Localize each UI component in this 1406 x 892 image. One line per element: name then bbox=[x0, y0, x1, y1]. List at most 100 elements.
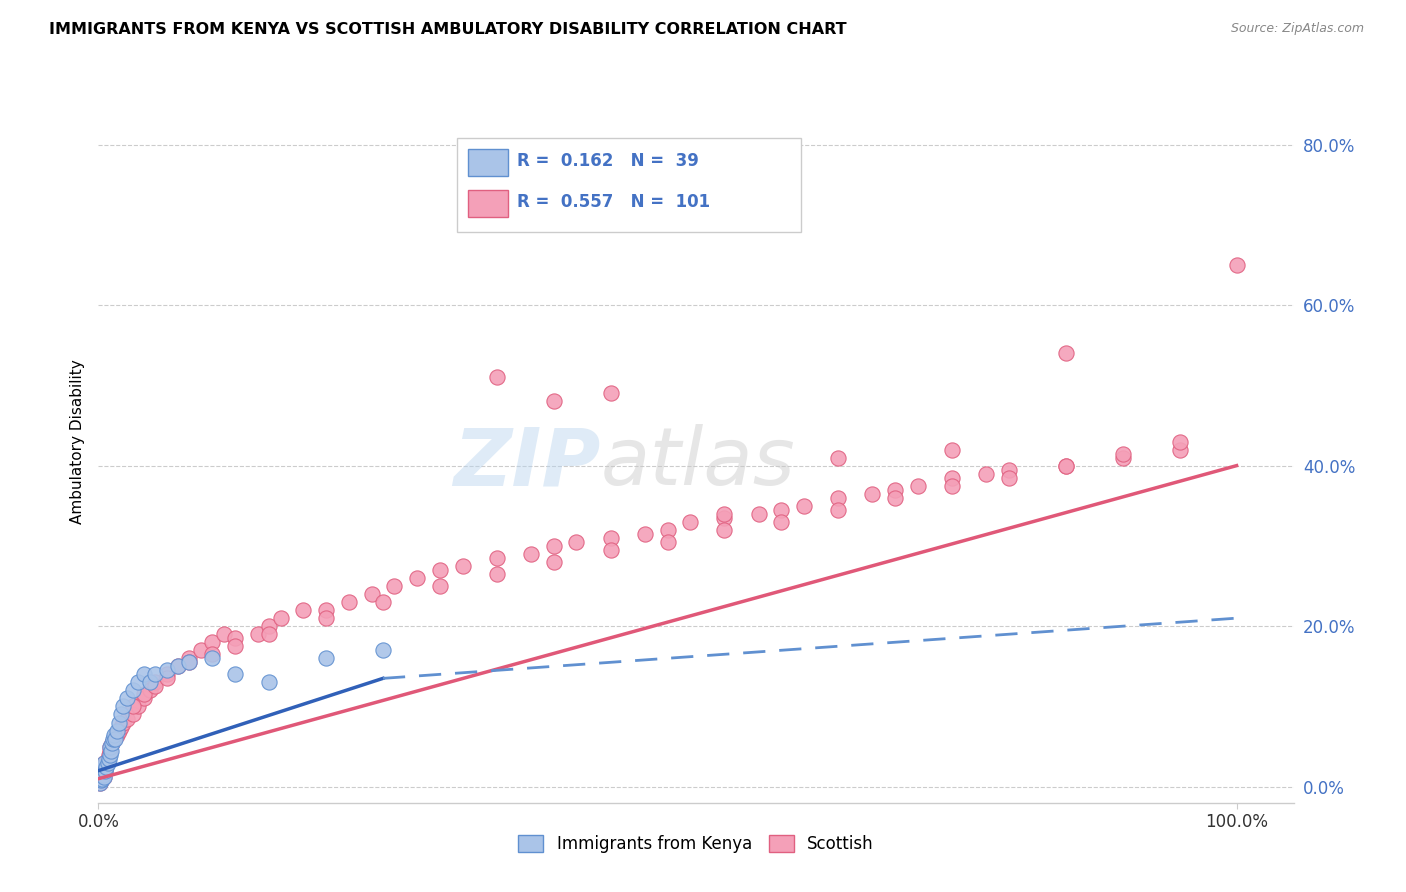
Point bbox=[89, 776, 111, 790]
Point bbox=[1168, 442, 1191, 457]
Point bbox=[1112, 446, 1135, 460]
Point bbox=[96, 756, 118, 770]
Point bbox=[224, 667, 246, 681]
Point bbox=[138, 675, 160, 690]
Point bbox=[143, 675, 166, 690]
Point bbox=[98, 744, 121, 758]
Point bbox=[860, 487, 883, 501]
Point bbox=[98, 739, 121, 754]
Point bbox=[179, 655, 201, 669]
Point bbox=[827, 502, 849, 516]
Point bbox=[115, 691, 138, 706]
Point bbox=[96, 760, 118, 774]
Point bbox=[132, 691, 155, 706]
Point bbox=[451, 558, 474, 573]
Point bbox=[90, 764, 112, 778]
Point bbox=[599, 542, 621, 557]
Point bbox=[382, 579, 405, 593]
Point bbox=[138, 683, 160, 698]
Point bbox=[105, 728, 128, 742]
Point bbox=[96, 751, 118, 765]
Point bbox=[156, 671, 179, 685]
Point bbox=[1054, 458, 1077, 473]
Point bbox=[121, 683, 143, 698]
Point bbox=[143, 680, 166, 694]
Point bbox=[90, 767, 112, 781]
Point bbox=[156, 667, 179, 681]
Point bbox=[156, 664, 179, 678]
Point bbox=[91, 760, 114, 774]
Point bbox=[91, 767, 114, 781]
Point bbox=[97, 751, 120, 765]
Y-axis label: Ambulatory Disability: Ambulatory Disability bbox=[69, 359, 84, 524]
Point bbox=[212, 627, 235, 641]
Text: R =  0.162   N =  39: R = 0.162 N = 39 bbox=[517, 153, 699, 170]
Point bbox=[565, 534, 588, 549]
Point bbox=[998, 470, 1021, 484]
Point bbox=[93, 770, 115, 784]
Point bbox=[713, 507, 735, 521]
Point bbox=[543, 394, 565, 409]
Point bbox=[337, 595, 360, 609]
Point bbox=[110, 707, 132, 722]
Point bbox=[371, 595, 394, 609]
Point bbox=[406, 571, 429, 585]
Point bbox=[485, 370, 508, 384]
Point bbox=[91, 767, 114, 781]
Point bbox=[1054, 458, 1077, 473]
Point bbox=[907, 478, 929, 492]
Point bbox=[974, 467, 997, 481]
Point bbox=[110, 719, 132, 733]
Point bbox=[1226, 258, 1249, 272]
Point bbox=[98, 739, 121, 754]
Point bbox=[827, 491, 849, 505]
Point bbox=[127, 675, 149, 690]
Point bbox=[998, 462, 1021, 476]
Point bbox=[121, 707, 143, 722]
Point bbox=[101, 735, 124, 749]
Point bbox=[360, 587, 382, 601]
Point bbox=[121, 699, 143, 714]
Point bbox=[257, 619, 280, 633]
Point bbox=[257, 627, 280, 641]
Point bbox=[770, 502, 793, 516]
Point bbox=[1168, 434, 1191, 449]
Point bbox=[941, 470, 963, 484]
Point bbox=[143, 667, 166, 681]
Point bbox=[941, 442, 963, 457]
Point bbox=[793, 499, 815, 513]
Point bbox=[167, 659, 190, 673]
Point bbox=[132, 667, 155, 681]
Point bbox=[1054, 346, 1077, 360]
Text: ZIP: ZIP bbox=[453, 425, 600, 502]
Point bbox=[90, 773, 112, 788]
Point bbox=[599, 531, 621, 545]
Point bbox=[270, 611, 292, 625]
Point bbox=[201, 635, 224, 649]
Point bbox=[93, 770, 115, 784]
Point bbox=[89, 772, 111, 786]
Point bbox=[485, 551, 508, 566]
Point bbox=[93, 756, 115, 770]
Point bbox=[98, 747, 121, 762]
Point bbox=[315, 651, 337, 665]
Point bbox=[96, 756, 118, 770]
Point bbox=[713, 523, 735, 537]
Point bbox=[103, 731, 125, 746]
Point bbox=[190, 643, 212, 657]
Point bbox=[657, 534, 679, 549]
Point bbox=[104, 731, 127, 746]
Point bbox=[884, 491, 907, 505]
Point bbox=[89, 772, 111, 786]
Point bbox=[257, 675, 280, 690]
Point bbox=[103, 728, 125, 742]
Point bbox=[90, 772, 112, 786]
Point bbox=[224, 632, 246, 646]
Point bbox=[827, 450, 849, 465]
Text: R =  0.557   N =  101: R = 0.557 N = 101 bbox=[517, 194, 710, 211]
Point bbox=[167, 659, 190, 673]
Point bbox=[941, 478, 963, 492]
Point bbox=[112, 699, 135, 714]
Point bbox=[94, 764, 117, 778]
Point bbox=[201, 648, 224, 662]
